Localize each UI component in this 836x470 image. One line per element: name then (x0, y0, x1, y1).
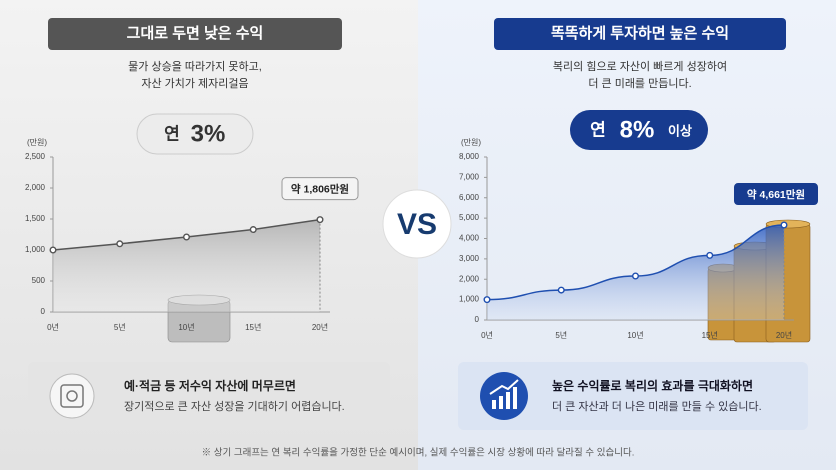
x-tick-label: 15년 (702, 330, 718, 340)
y-tick-label: 8,000 (459, 152, 480, 161)
left-subtitle: 자산 가치가 제자리걸음 (141, 77, 248, 90)
footer: ※ 상기 그래프는 연 복리 수익률을 가정한 단순 예시이며, 실제 수익률은… (202, 447, 635, 459)
point (182, 233, 190, 241)
callout (281, 177, 359, 201)
area (53, 219, 320, 312)
left-note-title: 예·적금 등 저수익 자산에 머무르면 (124, 378, 296, 393)
x-tick-label: 20년 (776, 330, 792, 340)
x-tick-label: 0년 (481, 330, 493, 340)
vs-circle (382, 189, 452, 259)
badge-prefix: 연 (164, 124, 180, 143)
point (780, 221, 788, 229)
right-note-box (458, 362, 808, 430)
x-tick-label: 20년 (312, 322, 328, 332)
point (483, 296, 491, 304)
vs-label: VS (397, 208, 437, 241)
right-subtitle: 복리의 힘으로 자산이 빠르게 성장하여 (553, 59, 727, 73)
area (487, 225, 784, 320)
right-note-text: 더 큰 자산과 더 나은 미래를 만들 수 있습니다. (552, 400, 762, 413)
left-title-pill (48, 18, 342, 50)
right-badge (570, 110, 708, 150)
callout (734, 183, 818, 206)
growth-icon-arrow (489, 379, 519, 395)
growth-icon-bars (492, 387, 517, 409)
growth-icon (480, 372, 528, 420)
callout-label: 약 1,806만원 (291, 182, 349, 195)
x-tick-label: 5년 (114, 322, 126, 332)
point (316, 216, 324, 224)
badge-prefix: 연 (590, 120, 606, 139)
y-tick-label: 6,000 (459, 193, 480, 202)
point (706, 251, 714, 259)
y-tick-label: 2,500 (25, 152, 46, 161)
y-tick-label: 5,000 (459, 213, 480, 222)
point (632, 272, 640, 280)
y-tick-label: 2,000 (459, 274, 480, 283)
y-unit: (만원) (27, 138, 47, 147)
point (249, 226, 257, 234)
y-tick-label: 0 (41, 307, 46, 316)
y-tick-label: 4,000 (459, 234, 480, 243)
x-tick-label: 15년 (245, 322, 261, 332)
right-subtitle: 더 큰 미래를 만듭니다. (588, 77, 691, 90)
x-tick-label: 10년 (627, 330, 643, 340)
x-tick-label: 5년 (555, 330, 567, 340)
x-tick-label: 0년 (47, 322, 59, 332)
badge-rate: 3% (191, 120, 226, 147)
point (557, 286, 565, 294)
left-note-text: 장기적으로 큰 자산 성장을 기대하기 어렵습니다. (124, 399, 345, 413)
badge-rate: 8% (620, 116, 655, 143)
y-unit: (만원) (461, 138, 481, 147)
point (116, 240, 124, 248)
y-tick-label: 1,000 (25, 245, 46, 254)
left-note-box (28, 362, 390, 430)
safe-icon (49, 373, 95, 419)
left-title: 그대로 두면 낮은 수익 (127, 24, 264, 42)
left-badge (136, 113, 254, 155)
y-tick-label: 1,000 (459, 295, 480, 304)
badge-suffix: 이상 (668, 123, 692, 138)
safe-icon-dial (66, 390, 78, 402)
y-tick-label: 1,500 (25, 214, 46, 223)
x-tick-label: 10년 (178, 322, 194, 332)
safe-icon-body (60, 384, 84, 408)
y-tick-label: 500 (32, 276, 46, 285)
right-title-pill (494, 18, 786, 50)
left-subtitle: 물가 상승을 따라가지 못하고, (128, 59, 262, 73)
y-tick-label: 3,000 (459, 254, 480, 263)
y-tick-label: 7,000 (459, 172, 480, 181)
y-tick-label: 0 (475, 315, 480, 324)
right-title: 똑똑하게 투자하면 높은 수익 (551, 24, 729, 42)
callout-label: 약 4,661만원 (747, 188, 805, 201)
point (49, 246, 57, 254)
right-note-title: 높은 수익률로 복리의 효과를 극대화하면 (552, 378, 753, 393)
y-tick-label: 2,000 (25, 183, 46, 192)
